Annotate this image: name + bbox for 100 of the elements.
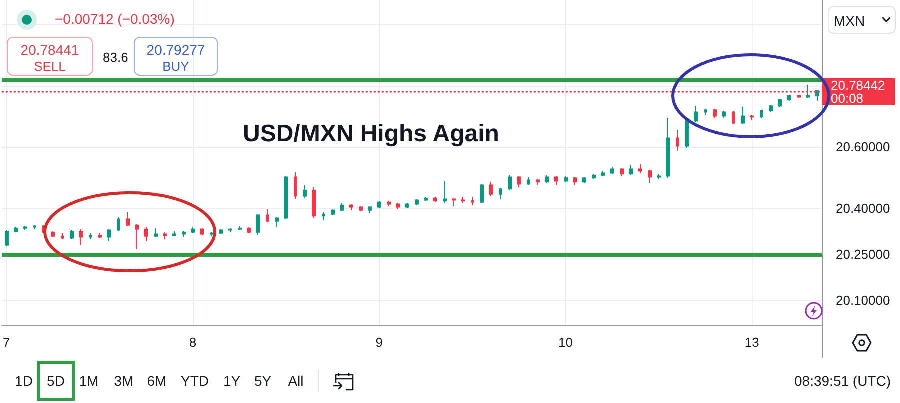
candlestick [582, 176, 586, 184]
candlestick [657, 174, 661, 180]
candlestick [219, 228, 223, 235]
candlestick [200, 228, 204, 236]
candlestick [564, 176, 568, 183]
candlestick [508, 174, 512, 191]
candlestick [517, 176, 521, 188]
annotation: BUY [162, 59, 190, 74]
candlestick [527, 176, 530, 186]
candlestick [163, 232, 167, 240]
candlestick [489, 182, 493, 197]
candlestick [741, 106, 745, 125]
candlestick [98, 232, 102, 239]
candlestick [238, 226, 242, 231]
candlestick [722, 110, 726, 119]
candlestick [210, 232, 214, 237]
y-tick-label: 20.40000 [836, 200, 890, 216]
x-tick-label: 10 [558, 335, 573, 350]
text: YTD [181, 373, 209, 389]
text: 5Y [254, 373, 272, 389]
candlestick [79, 228, 83, 246]
candlestick [107, 228, 111, 242]
candlestick [312, 186, 316, 219]
candlestick [545, 174, 549, 184]
buy-button: 20.79277 BUY [134, 37, 218, 76]
candlestick [480, 184, 484, 204]
candlestick [144, 226, 148, 242]
candlestick [135, 224, 139, 250]
annotation: SELL [33, 59, 67, 74]
text: 1M [79, 373, 99, 389]
candlestick [294, 172, 297, 200]
candlestick [154, 228, 158, 238]
candlestick [732, 110, 735, 125]
text: 6M [147, 373, 167, 389]
candlestick [303, 184, 307, 199]
candlestick [694, 106, 698, 123]
candlestick [182, 230, 186, 238]
candlestick [275, 216, 279, 228]
candlestick [797, 94, 801, 99]
candlestick [452, 198, 456, 207]
text: 1D [15, 373, 33, 389]
candlestick [51, 230, 55, 238]
candlestick [461, 196, 465, 204]
annotation: 83.6 [103, 50, 128, 65]
candlestick [89, 232, 92, 240]
x-tick-label: 7 [2, 335, 10, 350]
candlestick [23, 226, 27, 231]
annotation: 20.79277 [146, 42, 206, 58]
candlestick [256, 214, 260, 236]
text: 5D [47, 373, 65, 389]
candlestick [70, 230, 74, 240]
candlestick [769, 104, 773, 113]
candlestick [191, 226, 195, 234]
candlestick [750, 114, 754, 121]
candlestick [340, 202, 344, 212]
x-tick-label: 8 [189, 335, 197, 350]
candlestick [33, 224, 36, 230]
candlestick [228, 228, 232, 233]
text: 3M [114, 373, 134, 389]
candlestick [5, 230, 9, 248]
y-tick-label: 20.10000 [836, 292, 890, 308]
candlestick [713, 108, 717, 119]
candlestick [424, 196, 428, 202]
candlestick [573, 176, 577, 186]
x-tick-label: 13 [744, 335, 760, 350]
candlestick [629, 164, 633, 176]
candlestick [787, 94, 791, 102]
candlestick [685, 118, 689, 149]
candlestick [592, 174, 596, 180]
candlestick [368, 206, 372, 214]
currency-dropdown: MXN [828, 6, 896, 34]
candlestick [648, 170, 652, 184]
sell-button: 20.78441 SELL [7, 37, 93, 76]
candlestick [14, 226, 18, 233]
y-tick-label: 20.25000 [836, 246, 890, 262]
candlestick [760, 110, 763, 119]
candlestick [117, 216, 120, 232]
candlestick [126, 212, 130, 227]
candlestick [433, 196, 437, 203]
candlestick [704, 108, 707, 116]
candlestick [536, 178, 540, 186]
candlestick [396, 202, 400, 210]
candlestick [638, 164, 642, 174]
candlestick [443, 180, 447, 204]
x-tick-label: 9 [376, 335, 383, 350]
candlestick [815, 90, 819, 102]
candlestick [284, 176, 288, 220]
candlestick [322, 212, 325, 221]
candlestick [554, 176, 558, 186]
candlestick [778, 98, 782, 108]
candlestick [349, 204, 353, 211]
candlestick [247, 226, 251, 234]
candlestick [499, 188, 502, 200]
candlestick [415, 198, 419, 206]
candlestick [377, 200, 381, 209]
annotation: 20.78441 [20, 42, 80, 58]
candlestick [676, 130, 679, 152]
candlestick [61, 232, 64, 240]
ref-line-label: 20.78442 00:08 [831, 78, 886, 106]
y-tick-label: 20.60000 [836, 140, 890, 155]
